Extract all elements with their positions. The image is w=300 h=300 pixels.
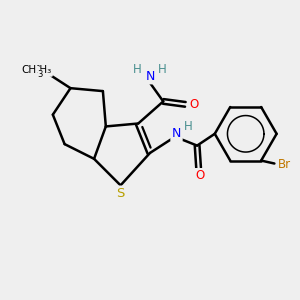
Text: H: H xyxy=(133,63,142,76)
Text: H: H xyxy=(158,63,166,76)
Text: CH: CH xyxy=(22,64,37,75)
Text: 3: 3 xyxy=(38,70,43,79)
Text: H: H xyxy=(184,120,193,133)
Text: CH₃: CH₃ xyxy=(32,65,52,76)
Text: N: N xyxy=(172,127,181,140)
Text: O: O xyxy=(190,98,199,111)
Text: N: N xyxy=(145,70,155,83)
Text: Br: Br xyxy=(278,158,291,172)
Text: S: S xyxy=(116,187,125,200)
Text: O: O xyxy=(195,169,205,182)
